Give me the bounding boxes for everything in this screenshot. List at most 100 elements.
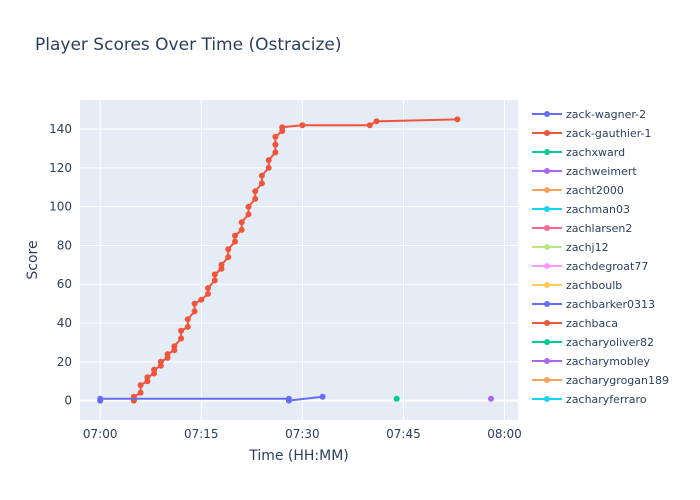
data-point (225, 246, 232, 253)
legend-label: zack-gauthier-1 (566, 127, 652, 140)
data-point (279, 124, 286, 131)
legend-label: zachj12 (566, 241, 609, 254)
data-point (171, 343, 178, 350)
legend-swatch-marker (544, 130, 550, 136)
data-point (97, 395, 104, 402)
y-tick-label: 100 (49, 200, 72, 214)
data-point (191, 308, 198, 315)
data-point (245, 203, 252, 210)
legend-item[interactable]: zacharyferraro (532, 393, 647, 406)
legend-swatch-marker (544, 111, 550, 117)
legend-label: zachweimert (566, 165, 637, 178)
legend-label: zachboulb (566, 279, 622, 292)
data-point (265, 164, 272, 171)
legend-swatch-marker (544, 263, 550, 269)
data-point (205, 285, 211, 292)
data-point (238, 219, 245, 226)
legend-item[interactable]: zacht2000 (532, 184, 624, 197)
data-point (258, 180, 265, 187)
legend-item[interactable]: zachbarker0313 (532, 298, 655, 311)
legend-label: zack-wagner-2 (566, 108, 646, 121)
legend-label: zacharyoliver82 (566, 336, 654, 349)
x-tick-label: 07:30 (285, 427, 320, 441)
legend-item[interactable]: zachlarsen2 (532, 222, 632, 235)
data-point (393, 395, 400, 402)
data-point (272, 133, 279, 140)
legend-swatch-marker (544, 396, 550, 402)
legend-item[interactable]: zacharymobley (532, 355, 651, 368)
data-point (137, 389, 144, 396)
y-tick-label: 80 (57, 238, 72, 252)
legend-swatch-marker (544, 206, 550, 212)
legend-swatch-marker (544, 339, 550, 345)
y-tick-label: 60 (57, 277, 72, 291)
legend-item[interactable]: zachweimert (532, 165, 637, 178)
data-point (272, 149, 279, 156)
series-zachweimert (488, 395, 494, 402)
legend-label: zachlarsen2 (566, 222, 632, 235)
data-point (225, 254, 232, 261)
legend[interactable]: zack-wagner-2 zack-gauthier-1 zachxward zac… (532, 108, 669, 406)
legend-label: zacharygrogan189 (566, 374, 669, 387)
data-point (265, 157, 272, 164)
legend-label: zacharyferraro (566, 393, 647, 406)
data-point (454, 116, 461, 123)
legend-item[interactable]: zacharyoliver82 (532, 336, 654, 349)
data-point (373, 118, 380, 125)
legend-label: zachxward (566, 146, 625, 159)
legend-label: zacharymobley (566, 355, 651, 368)
y-axis-title: Score (25, 240, 41, 279)
legend-item[interactable]: zack-gauthier-1 (532, 127, 652, 140)
data-point (151, 366, 158, 373)
series-layer (97, 116, 494, 404)
legend-swatch-marker (544, 301, 550, 307)
data-point (191, 300, 198, 307)
x-tick-label: 07:45 (386, 427, 421, 441)
legend-item[interactable]: zachdegroat77 (532, 260, 648, 273)
data-point (245, 211, 252, 218)
legend-item[interactable]: zacharygrogan189 (532, 374, 669, 387)
series-zachxward (393, 395, 400, 402)
legend-item[interactable]: zachboulb (532, 279, 622, 292)
data-point (211, 271, 218, 278)
legend-swatch-marker (544, 377, 550, 383)
grid-lines (80, 100, 518, 420)
data-point (299, 122, 306, 129)
data-point (252, 188, 259, 195)
data-point (211, 277, 218, 284)
y-tick-label: 140 (49, 122, 72, 136)
data-point (285, 397, 292, 404)
data-point (178, 327, 185, 334)
x-axis-title: Time (HH:MM) (248, 448, 349, 464)
legend-item[interactable]: zack-wagner-2 (532, 108, 646, 121)
data-point (178, 335, 185, 342)
data-point (319, 393, 326, 400)
legend-swatch-marker (544, 282, 550, 288)
data-point (205, 290, 211, 297)
legend-item[interactable]: zachbaca (532, 317, 618, 330)
legend-label: zacht2000 (566, 184, 624, 197)
legend-swatch-marker (544, 168, 550, 174)
legend-swatch-marker (544, 149, 550, 155)
data-point (366, 122, 373, 129)
legend-label: zachdegroat77 (566, 260, 648, 273)
legend-item[interactable]: zachj12 (532, 241, 609, 254)
data-point (164, 351, 171, 358)
plot-area (80, 100, 518, 420)
x-tick-label: 07:15 (184, 427, 219, 441)
data-point (252, 195, 259, 202)
legend-swatch-marker (544, 225, 550, 231)
data-point (272, 141, 279, 148)
legend-item[interactable]: zachxward (532, 146, 625, 159)
data-point (258, 172, 265, 179)
data-point (157, 358, 164, 365)
legend-swatch-marker (544, 187, 550, 193)
legend-item[interactable]: zachman03 (532, 203, 630, 216)
legend-label: zachbaca (566, 317, 618, 330)
y-tick-label: 120 (49, 161, 72, 175)
x-tick-label: 08:00 (487, 427, 522, 441)
x-tick-label: 07:00 (83, 427, 118, 441)
data-point (184, 323, 191, 330)
